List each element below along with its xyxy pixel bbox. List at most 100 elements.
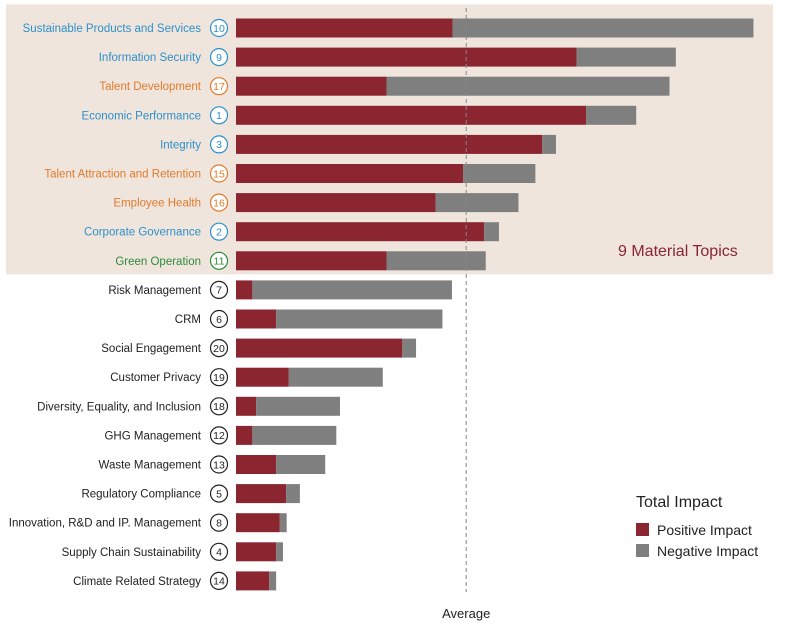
- legend: Total Impact Positive Impact Negative Im…: [636, 494, 758, 559]
- category-label: Climate Related Strategy: [73, 576, 201, 588]
- category-label: Economic Performance: [81, 110, 201, 122]
- category-label: Corporate Governance: [84, 227, 201, 239]
- legend-positive-swatch: [636, 523, 649, 536]
- category-label: Regulatory Compliance: [81, 489, 201, 501]
- topic-number: 5: [216, 488, 222, 500]
- topic-number-circle: [209, 309, 229, 329]
- topic-number-circle: [209, 542, 229, 561]
- bar-negative: [576, 47, 676, 67]
- legend-negative-label: Negative Impact: [657, 543, 758, 559]
- topic-number: 8: [216, 518, 222, 530]
- category-label: Waste Management: [99, 460, 202, 472]
- topic-number: 16: [213, 197, 225, 209]
- bar-positive: [236, 338, 403, 358]
- legend-positive-label: Positive Impact: [657, 522, 752, 538]
- topic-number: 3: [216, 139, 222, 151]
- topic-number: 13: [213, 459, 225, 471]
- category-label: Integrity: [160, 139, 201, 151]
- bar-positive: [236, 571, 270, 591]
- bar-negative: [276, 542, 283, 562]
- topic-number-circle: [209, 280, 229, 299]
- bar-negative: [276, 309, 443, 329]
- bar-positive: [236, 47, 577, 67]
- bar-negative: [435, 193, 519, 213]
- topic-number-circle: [209, 251, 229, 270]
- category-label: Supply Chain Sustainability: [62, 547, 202, 559]
- bar-negative: [279, 513, 287, 533]
- topic-number-circle: [209, 426, 229, 445]
- bar-negative: [542, 134, 556, 154]
- topic-number-circle: [209, 164, 229, 183]
- topic-number-circle: [209, 47, 229, 67]
- topic-number: 7: [216, 285, 222, 297]
- topic-number: 6: [216, 314, 222, 326]
- bar-positive: [236, 309, 277, 329]
- bar-positive: [236, 193, 436, 213]
- category-label: Talent Development: [99, 81, 201, 93]
- topic-number: 2: [216, 227, 222, 239]
- topic-number: 12: [213, 430, 225, 442]
- bar-positive: [236, 280, 253, 300]
- category-label: Customer Privacy: [110, 372, 201, 384]
- bar-negative: [252, 425, 337, 445]
- topic-number: 9: [216, 52, 222, 64]
- bar-negative: [586, 105, 637, 125]
- bar-positive: [236, 134, 543, 154]
- category-labels: Sustainable Products and Services 10 Infor…: [9, 18, 229, 591]
- topic-number-circle: [209, 106, 229, 125]
- topic-number-circle: [209, 77, 229, 96]
- category-label: Employee Health: [113, 198, 201, 210]
- bar-negative: [269, 571, 277, 591]
- bar-positive: [236, 396, 257, 416]
- topic-number: 1: [216, 110, 222, 122]
- topic-number-circle: [209, 397, 229, 416]
- topic-number: 17: [213, 81, 225, 93]
- bars-group: [236, 18, 754, 591]
- bar-positive: [236, 164, 464, 183]
- category-label: CRM: [175, 314, 201, 326]
- bar-positive: [236, 76, 387, 96]
- legend-title: Total Impact: [636, 494, 723, 511]
- bar-negative: [252, 280, 452, 300]
- bar-negative: [463, 164, 536, 183]
- average-label: Average: [442, 606, 490, 621]
- category-label: Information Security: [99, 52, 202, 64]
- bar-negative: [256, 396, 341, 416]
- bar-positive: [236, 367, 289, 387]
- topic-number-circle: [209, 513, 229, 532]
- category-label: GHG Management: [104, 430, 201, 442]
- bar-negative: [276, 455, 326, 474]
- legend-negative-swatch: [636, 544, 649, 557]
- category-label: Innovation, R&D and IP. Management: [9, 518, 202, 530]
- bar-positive: [236, 513, 280, 533]
- topic-number-circle: [209, 484, 229, 503]
- bar-positive: [236, 542, 277, 562]
- bar-negative: [386, 251, 486, 271]
- category-label: Sustainable Products and Services: [23, 23, 202, 35]
- category-label: Green Operation: [115, 256, 201, 268]
- topic-number-circle: [209, 571, 229, 591]
- category-label: Diversity, Equality, and Inclusion: [37, 401, 201, 413]
- topic-number: 18: [213, 401, 225, 413]
- topic-number-circle: [209, 18, 229, 38]
- topic-number: 14: [213, 576, 225, 588]
- topic-number-circle: [209, 368, 229, 387]
- bar-negative: [484, 222, 499, 242]
- topic-number: 20: [213, 343, 225, 355]
- topic-number: 10: [213, 23, 225, 35]
- topic-number: 11: [214, 256, 225, 268]
- topic-number-circle: [209, 455, 229, 474]
- topic-number-circle: [209, 193, 229, 212]
- bar-positive: [236, 222, 485, 242]
- topic-number: 4: [216, 547, 222, 559]
- bar-positive: [236, 455, 277, 474]
- bar-negative: [452, 18, 754, 38]
- bar-positive: [236, 484, 287, 504]
- bar-negative: [386, 76, 670, 96]
- bar-positive: [236, 105, 587, 125]
- category-label: Social Engagement: [101, 343, 202, 355]
- material-topics-label: 9 Material Topics: [618, 243, 738, 260]
- bar-positive: [236, 425, 253, 445]
- bar-positive: [236, 18, 453, 38]
